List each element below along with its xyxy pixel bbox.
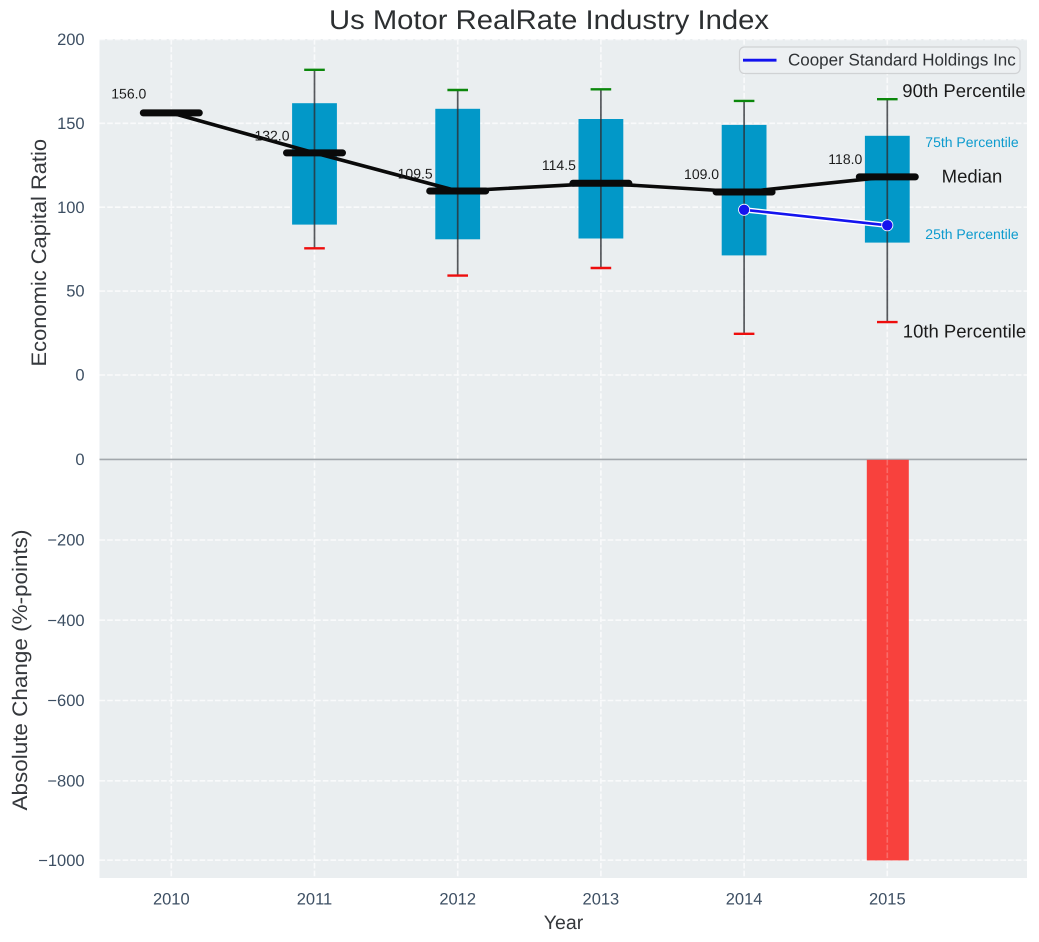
svg-text:2012: 2012 [439,891,476,909]
svg-text:150: 150 [57,115,85,133]
svg-text:−1000: −1000 [38,852,84,870]
svg-text:Cooper Standard Holdings Inc: Cooper Standard Holdings Inc [788,51,1016,70]
svg-text:109.0: 109.0 [684,166,719,182]
svg-text:2011: 2011 [297,891,332,909]
svg-text:118.0: 118.0 [828,151,862,167]
svg-text:156.0: 156.0 [111,86,146,102]
svg-text:2014: 2014 [726,891,763,909]
svg-text:132.0: 132.0 [254,127,289,143]
svg-text:10th Percentile: 10th Percentile [903,321,1026,342]
svg-text:50: 50 [66,283,84,301]
svg-text:Absolute Change (%-points): Absolute Change (%-points) [9,530,32,811]
svg-text:2010: 2010 [153,891,190,909]
svg-text:−200: −200 [47,532,84,550]
svg-text:Median: Median [942,166,1003,187]
svg-text:0: 0 [75,451,84,469]
svg-text:−600: −600 [47,692,84,710]
svg-text:90th Percentile: 90th Percentile [902,80,1025,101]
svg-text:114.5: 114.5 [542,157,576,173]
svg-text:200: 200 [57,31,85,49]
svg-text:Us Motor RealRate Industry Ind: Us Motor RealRate Industry Index [329,5,770,35]
svg-text:2013: 2013 [583,891,620,909]
svg-text:−800: −800 [47,772,84,790]
svg-text:2015: 2015 [869,891,906,909]
svg-text:0: 0 [75,367,84,385]
svg-text:Economic Capital Ratio: Economic Capital Ratio [28,139,51,367]
svg-text:109.5: 109.5 [398,165,433,181]
svg-text:75th Percentile: 75th Percentile [925,134,1019,150]
svg-text:100: 100 [57,199,85,217]
svg-text:25th Percentile: 25th Percentile [925,226,1019,242]
svg-text:−400: −400 [47,612,84,630]
svg-text:Year: Year [544,912,584,934]
